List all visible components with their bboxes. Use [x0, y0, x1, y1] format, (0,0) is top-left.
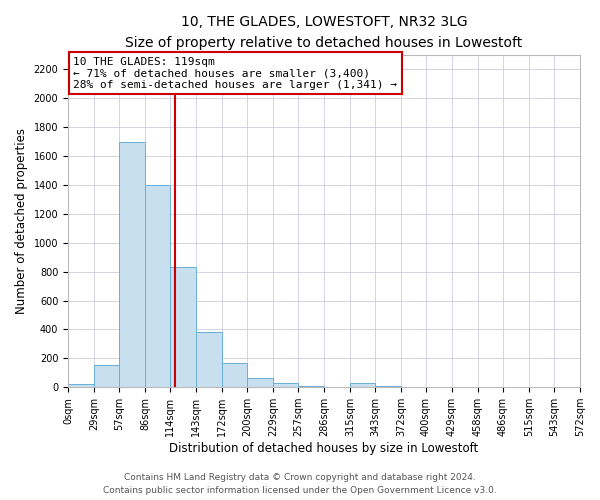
Bar	[222, 364, 247, 387]
X-axis label: Distribution of detached houses by size in Lowestoft: Distribution of detached houses by size …	[169, 442, 479, 455]
Bar	[350, 383, 375, 387]
Bar	[375, 386, 401, 387]
Bar	[298, 386, 324, 387]
Text: 10 THE GLADES: 119sqm
← 71% of detached houses are smaller (3,400)
28% of semi-d: 10 THE GLADES: 119sqm ← 71% of detached …	[73, 56, 397, 90]
Bar	[170, 268, 196, 387]
Bar	[145, 185, 170, 387]
Bar	[196, 332, 222, 387]
Bar	[94, 365, 119, 387]
Bar	[68, 384, 94, 387]
Title: 10, THE GLADES, LOWESTOFT, NR32 3LG
Size of property relative to detached houses: 10, THE GLADES, LOWESTOFT, NR32 3LG Size…	[125, 15, 523, 50]
Text: Contains HM Land Registry data © Crown copyright and database right 2024.
Contai: Contains HM Land Registry data © Crown c…	[103, 474, 497, 495]
Bar	[119, 142, 145, 387]
Bar	[273, 383, 298, 387]
Y-axis label: Number of detached properties: Number of detached properties	[15, 128, 28, 314]
Bar	[247, 378, 273, 387]
